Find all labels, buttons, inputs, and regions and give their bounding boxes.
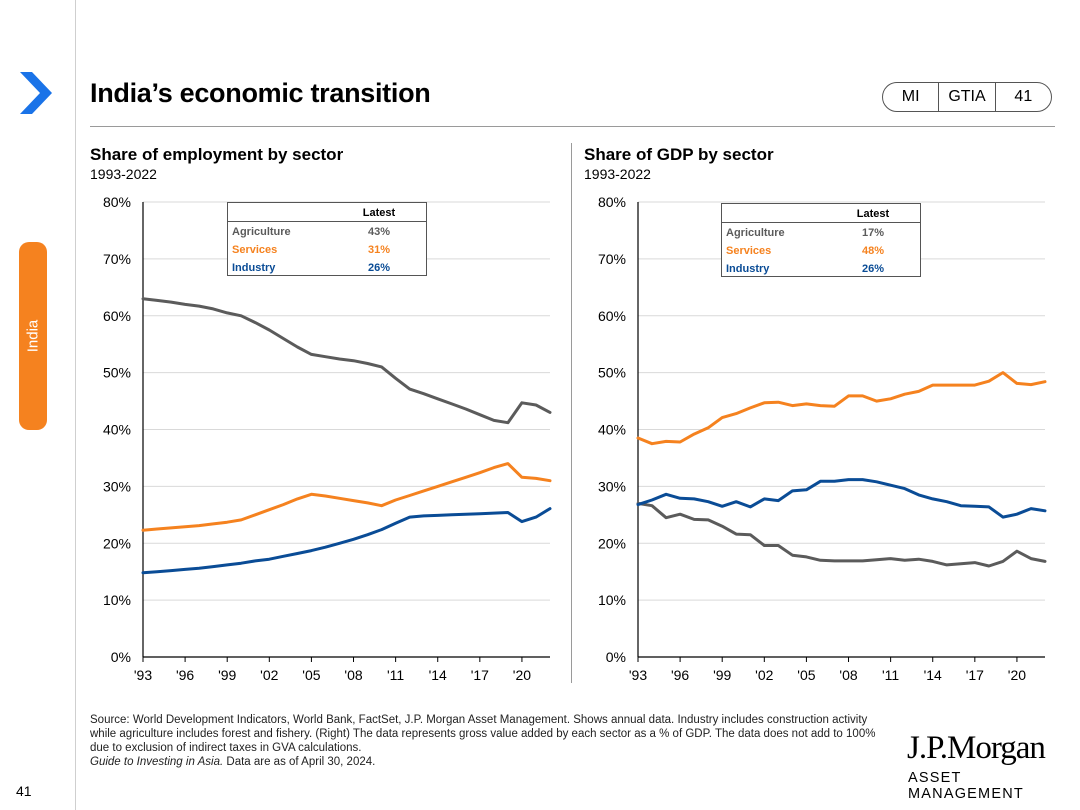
chart-2-subtitle: 1993-2022 bbox=[584, 166, 651, 182]
legend-value: 17% bbox=[861, 227, 885, 239]
source-text: Source: World Development Indicators, Wo… bbox=[90, 714, 876, 754]
y-tick-label: 70% bbox=[103, 251, 131, 267]
x-tick-label: '20 bbox=[1008, 667, 1026, 683]
badge-mi: MI bbox=[901, 88, 920, 105]
y-tick-label: 80% bbox=[103, 194, 131, 210]
y-tick-label: 0% bbox=[606, 649, 626, 665]
x-tick-label: '96 bbox=[176, 667, 194, 683]
source-date: Data are as of April 30, 2024. bbox=[223, 756, 376, 768]
legend-name: Industry bbox=[726, 263, 770, 275]
x-tick-label: '17 bbox=[966, 667, 984, 683]
series-line-industry bbox=[636, 478, 1047, 519]
page-title: India’s economic transition bbox=[90, 78, 431, 108]
x-tick-label: '11 bbox=[387, 667, 404, 683]
legend-value: 43% bbox=[367, 226, 391, 238]
y-tick-label: 40% bbox=[598, 422, 626, 438]
legend-header: Latest bbox=[856, 208, 890, 220]
legend-row-agriculture: Agriculture 43% bbox=[228, 224, 426, 242]
y-tick-label: 50% bbox=[598, 365, 626, 381]
x-tick-label: '99 bbox=[218, 667, 236, 683]
chart-2-legend: Latest Agriculture 17% Services 48% Indu… bbox=[721, 203, 921, 277]
section-badge: MI GTIA 41 bbox=[882, 82, 1052, 112]
series-line-services bbox=[141, 462, 552, 532]
legend-value: 26% bbox=[367, 262, 391, 274]
x-tick-label: '02 bbox=[755, 667, 773, 683]
charts-divider bbox=[571, 143, 572, 683]
y-tick-label: 10% bbox=[103, 592, 131, 608]
legend-row-industry: Industry 26% bbox=[722, 261, 920, 279]
x-tick-label: '14 bbox=[924, 667, 942, 683]
page-number: 41 bbox=[16, 783, 32, 799]
x-tick-label: '14 bbox=[429, 667, 447, 683]
y-tick-label: 20% bbox=[103, 535, 131, 551]
legend-name: Agriculture bbox=[726, 227, 785, 239]
legend-value: 31% bbox=[367, 244, 391, 256]
x-tick-label: '08 bbox=[839, 667, 857, 683]
chevron-right-icon bbox=[20, 72, 52, 114]
legend-name: Industry bbox=[232, 262, 276, 274]
badge-page-number: 41 bbox=[1014, 88, 1033, 105]
x-tick-label: '20 bbox=[513, 667, 531, 683]
header-divider bbox=[90, 126, 1055, 127]
x-tick-label: '96 bbox=[671, 667, 689, 683]
y-tick-label: 60% bbox=[598, 308, 626, 324]
legend-row-industry: Industry 26% bbox=[228, 260, 426, 278]
y-tick-label: 30% bbox=[598, 478, 626, 494]
badge-gtia: GTIA bbox=[948, 88, 986, 105]
x-tick-label: '05 bbox=[797, 667, 815, 683]
chart-1-legend: Latest Agriculture 43% Services 31% Indu… bbox=[227, 202, 427, 276]
series-line-agriculture bbox=[636, 501, 1047, 568]
asset-management-label: ASSET MANAGEMENT bbox=[908, 770, 1024, 802]
x-tick-label: '17 bbox=[471, 667, 489, 683]
source-note: Source: World Development Indicators, Wo… bbox=[90, 713, 890, 769]
chart-2-title: Share of GDP by sector bbox=[584, 145, 774, 164]
y-tick-label: 80% bbox=[598, 194, 626, 210]
legend-value: 26% bbox=[861, 263, 885, 275]
y-tick-label: 40% bbox=[103, 422, 131, 438]
legend-row-services: Services 31% bbox=[228, 242, 426, 260]
legend-row-services: Services 48% bbox=[722, 243, 920, 261]
legend-name: Agriculture bbox=[232, 226, 291, 238]
y-tick-label: 0% bbox=[111, 649, 131, 665]
y-tick-label: 60% bbox=[103, 308, 131, 324]
x-tick-label: '02 bbox=[260, 667, 278, 683]
jpmorgan-logo: J.P.Morgan bbox=[907, 730, 1046, 766]
series-line-industry bbox=[141, 507, 552, 575]
y-tick-label: 50% bbox=[103, 365, 131, 381]
legend-header: Latest bbox=[362, 207, 396, 219]
side-tab-label: India bbox=[24, 319, 42, 353]
legend-name: Services bbox=[726, 245, 772, 257]
source-guide-title: Guide to Investing in Asia. bbox=[90, 756, 224, 768]
legend-value: 48% bbox=[861, 245, 885, 257]
series-line-services bbox=[636, 371, 1047, 446]
legend-row-agriculture: Agriculture 17% bbox=[722, 225, 920, 243]
legend-name: Services bbox=[232, 244, 278, 256]
chart-1-subtitle: 1993-2022 bbox=[90, 166, 157, 182]
x-tick-label: '05 bbox=[302, 667, 320, 683]
chart-1-employment: 0% 10% 20% 30% 40% 50% 60% 70% 80% '93 '96 '99 '02 '0… bbox=[103, 194, 552, 683]
left-margin-rule bbox=[75, 0, 76, 810]
series-line-agriculture bbox=[141, 297, 552, 425]
y-tick-label: 20% bbox=[598, 535, 626, 551]
y-tick-label: 30% bbox=[103, 478, 131, 494]
x-tick-label: '08 bbox=[344, 667, 362, 683]
chart-2-gdp: 0% 10% 20% 30% 40% 50% 60% 70% 80% '93 '96 '99 '02 '0… bbox=[598, 194, 1047, 683]
x-tick-label: '11 bbox=[882, 667, 899, 683]
y-tick-label: 10% bbox=[598, 592, 626, 608]
x-tick-label: '93 bbox=[629, 667, 647, 683]
x-tick-label: '93 bbox=[134, 667, 152, 683]
chart-1-title: Share of employment by sector bbox=[90, 145, 344, 164]
x-tick-label: '99 bbox=[713, 667, 731, 683]
side-tab-india[interactable] bbox=[19, 242, 47, 430]
y-tick-label: 70% bbox=[598, 251, 626, 267]
